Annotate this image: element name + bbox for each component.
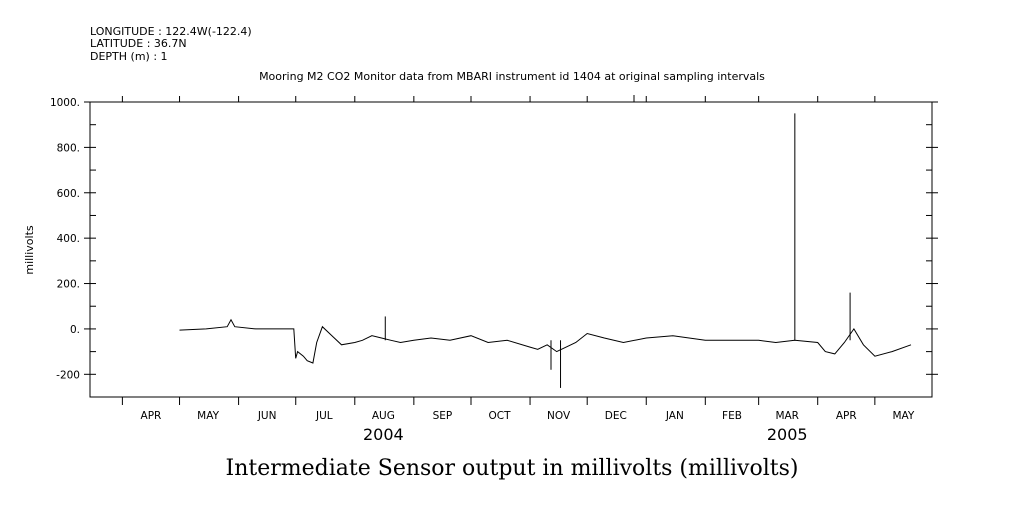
- x-month-label: MAY: [197, 410, 219, 422]
- chart-title: Mooring M2 CO2 Monitor data from MBARI i…: [259, 70, 765, 83]
- year-labels: 2004 2005: [363, 425, 808, 444]
- y-tick-label: 800.: [57, 142, 80, 154]
- header-latitude: LATITUDE : 36.7N: [90, 37, 187, 50]
- y-tick-label: 0.: [70, 324, 80, 336]
- x-month-label: SEP: [433, 410, 453, 422]
- series-line: [179, 318, 912, 364]
- series-layer: [179, 113, 912, 388]
- x-month-label: APR: [141, 410, 162, 422]
- x-month-label: OCT: [489, 410, 512, 422]
- y-axis-label: millivolts: [23, 225, 36, 275]
- plot-frame: [89, 101, 933, 398]
- y-tick-label: 1000.: [50, 97, 80, 109]
- x-month-label: MAR: [775, 410, 799, 422]
- x-month-label: MAY: [893, 410, 915, 422]
- y-tick-label: 400.: [57, 233, 80, 245]
- x-month-label: FEB: [722, 410, 742, 422]
- x-axis-caption: Intermediate Sensor output in millivolts…: [226, 456, 799, 481]
- x-month-label: JAN: [665, 410, 684, 422]
- x-year-label: 2004: [363, 425, 404, 444]
- y-tick-label: -200: [56, 369, 80, 381]
- x-month-label: DEC: [605, 410, 627, 422]
- x-month-label: APR: [836, 410, 857, 422]
- y-tick-label: 200.: [57, 279, 80, 291]
- x-axis-ticks: APR MAY JUN JUL AUG SEP OCT NOV DEC JAN FEB MAR APR M…: [121, 96, 915, 422]
- y-axis-ticks: 1000. 800. 600. 400. 200. 0. -200: [50, 97, 938, 398]
- header-depth: DEPTH (m) : 1: [90, 50, 168, 63]
- y-tick-label: 600.: [57, 188, 80, 200]
- x-month-label: AUG: [372, 410, 395, 422]
- x-month-label: JUL: [315, 410, 333, 422]
- header-longitude: LONGITUDE : 122.4W(-122.4): [90, 25, 252, 38]
- x-year-label: 2005: [767, 425, 808, 444]
- x-month-label: JUN: [257, 410, 277, 422]
- x-month-label: NOV: [547, 410, 571, 422]
